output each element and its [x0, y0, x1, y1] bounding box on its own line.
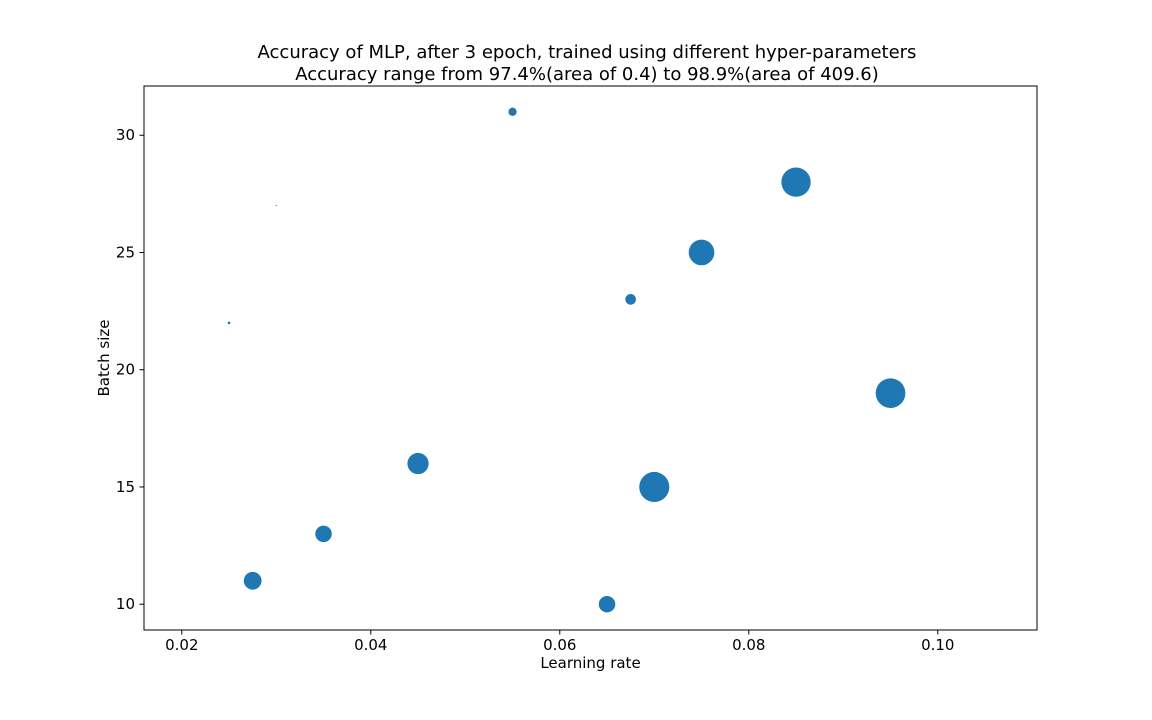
scatter-point-4	[407, 452, 429, 475]
scatter-point-6	[598, 595, 616, 613]
x-tick-label-3: 0.08	[732, 636, 765, 654]
y-tick-label-2: 20	[116, 361, 135, 379]
scatter-point-3	[315, 525, 332, 543]
scatter-point-1	[243, 571, 262, 590]
scatter-point-7	[625, 294, 636, 305]
plot-frame	[143, 85, 1038, 631]
x-tick-label-4: 0.10	[921, 636, 954, 654]
y-axis-label: Batch size	[95, 320, 113, 397]
x-axis-label: Learning rate	[540, 654, 640, 672]
y-tick-label-4: 30	[116, 126, 135, 144]
scatter-point-10	[781, 167, 811, 197]
y-tick-label-3: 25	[116, 243, 135, 261]
scatter-point-9	[688, 239, 715, 266]
chart-title: Accuracy of MLP, after 3 epoch, trained …	[258, 42, 917, 63]
scatter-point-11	[875, 378, 906, 409]
scatter-point-5	[508, 107, 517, 116]
x-tick-label-0: 0.02	[165, 636, 198, 654]
scatter-point-8	[639, 471, 670, 503]
scatter-point-2	[275, 204, 277, 207]
x-tick-label-1: 0.04	[354, 636, 387, 654]
ticks-layer: 0.02 0.04 0.06 0.08 0.10 10 15 20 25 30	[116, 126, 955, 654]
y-tick-label-0: 10	[116, 595, 135, 613]
y-tick-label-1: 15	[116, 478, 135, 496]
scatter-point-0	[227, 321, 231, 325]
chart-subtitle: Accuracy range from 97.4%(area of 0.4) t…	[295, 64, 879, 85]
points-layer	[227, 107, 906, 613]
x-tick-label-2: 0.06	[543, 636, 576, 654]
